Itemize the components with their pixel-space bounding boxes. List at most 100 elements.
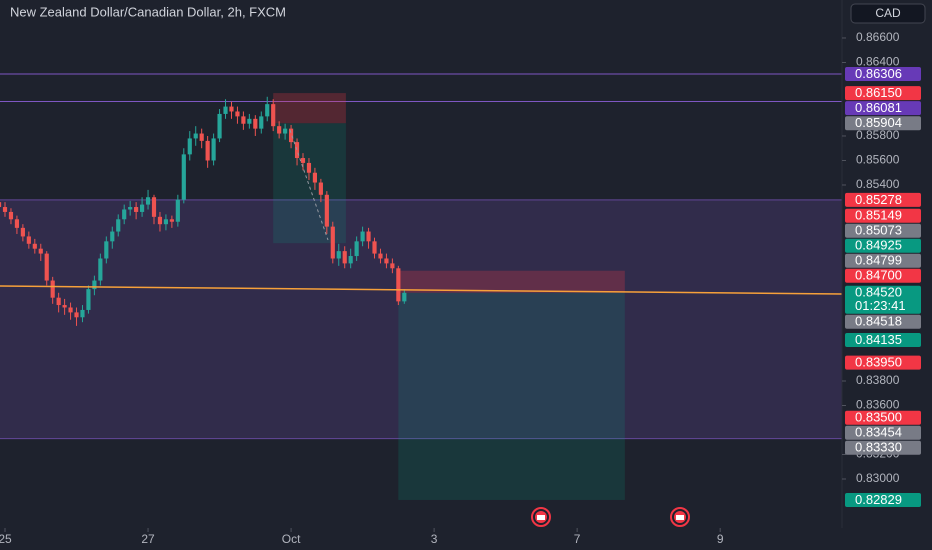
price-badge-label: 0.83500 xyxy=(855,410,902,425)
currency-label[interactable]: CAD xyxy=(875,6,901,20)
x-tick-label: 7 xyxy=(574,532,581,546)
candle-body xyxy=(402,292,407,302)
candle-body xyxy=(50,280,55,298)
price-badge xyxy=(845,425,921,440)
price-badge-label: 0.85278 xyxy=(855,192,902,207)
candle-body xyxy=(372,241,377,254)
x-tick-label: 3 xyxy=(431,532,438,546)
candle-body xyxy=(259,116,264,129)
price-badge xyxy=(845,101,921,116)
candle-body xyxy=(396,268,401,302)
price-badge xyxy=(845,86,921,101)
candle-body xyxy=(229,106,234,112)
price-badge xyxy=(845,223,921,238)
y-tick-label: 0.83600 xyxy=(856,398,900,412)
price-badge-label: 0.82829 xyxy=(855,492,902,507)
candle-body xyxy=(74,312,79,318)
candle-body xyxy=(134,207,139,212)
price-badge-label: 0.86150 xyxy=(855,85,902,100)
candle-body xyxy=(253,118,258,129)
candle-body xyxy=(68,307,73,313)
event-icon[interactable] xyxy=(670,507,690,527)
y-tick-label: 0.85800 xyxy=(856,128,900,142)
candle-body xyxy=(20,227,25,237)
candle-body xyxy=(277,126,282,134)
candle-body xyxy=(2,207,8,212)
candle-body xyxy=(193,133,198,139)
candle-body xyxy=(98,258,103,281)
candle-body xyxy=(62,305,67,308)
candle-body xyxy=(288,128,294,143)
price-badge-label: 0.84518 xyxy=(855,314,902,329)
x-tick-label: 9 xyxy=(717,532,724,546)
candle-body xyxy=(8,211,14,220)
candle-body xyxy=(265,104,270,117)
candle-body xyxy=(56,297,61,306)
candle-body xyxy=(384,258,389,264)
candle-body xyxy=(306,162,312,173)
price-badge-label: 0.84925 xyxy=(855,238,902,253)
price-badge-label: 0.85904 xyxy=(855,115,902,130)
price-badge-label: 0.84700 xyxy=(855,268,902,283)
position-path xyxy=(289,129,329,241)
price-badge-label: 0.86081 xyxy=(855,100,902,115)
candle-body xyxy=(366,231,371,242)
candle-body xyxy=(14,219,20,228)
candle-body xyxy=(300,158,306,163)
candle-body xyxy=(139,204,145,212)
price-badge xyxy=(845,410,921,425)
candle-body xyxy=(86,289,91,310)
y-tick-label: 0.83800 xyxy=(856,373,900,387)
x-tick-label: Oct xyxy=(282,532,301,546)
price-badge xyxy=(845,492,921,507)
price-axis: 0.86600 0.86400 0.85800 0.85600 0.85400 0.838… xyxy=(842,30,921,507)
y-tick-label: 0.85400 xyxy=(856,177,900,191)
candle-body xyxy=(122,209,127,220)
event-icon[interactable] xyxy=(531,507,551,527)
candle-body xyxy=(199,133,204,141)
price-badge-label: 0.85149 xyxy=(855,208,902,223)
price-badge-label: 0.86306 xyxy=(855,66,902,81)
chart-title: New Zealand Dollar/Canadian Dollar, 2h, … xyxy=(10,4,286,19)
currency-button[interactable] xyxy=(850,3,926,24)
candle-body xyxy=(271,104,276,127)
candle-body xyxy=(128,207,133,210)
candle-body xyxy=(294,142,300,159)
candle-body xyxy=(0,202,2,208)
price-badge xyxy=(845,116,921,131)
candle-body xyxy=(80,309,85,318)
target-zone xyxy=(273,123,346,244)
candle-body xyxy=(110,231,115,242)
price-badge xyxy=(845,66,921,81)
candle-body xyxy=(241,116,246,124)
drawings xyxy=(0,73,842,500)
price-badge-label: 0.84520 xyxy=(855,285,902,300)
x-tick-label: 27 xyxy=(141,532,155,546)
candle-body xyxy=(324,194,329,227)
candle-body xyxy=(360,231,365,242)
candles xyxy=(0,96,407,326)
trend-line xyxy=(0,285,843,295)
candle-body xyxy=(318,182,323,195)
candle-body xyxy=(38,248,43,254)
candle-body xyxy=(217,113,222,139)
candle-body xyxy=(348,256,353,264)
y-tick-label: 0.86600 xyxy=(856,30,900,44)
candle-body xyxy=(169,219,174,222)
price-badge xyxy=(845,440,921,455)
candle-body xyxy=(26,236,31,244)
candle-body xyxy=(163,219,169,225)
x-tick-label: 25 xyxy=(0,532,12,546)
candle-body xyxy=(175,199,180,222)
candle-body xyxy=(390,263,395,269)
y-tick-label: 0.86400 xyxy=(856,55,900,69)
candle-body xyxy=(151,197,157,217)
candle-body xyxy=(235,111,240,117)
price-badge-label: 0.83454 xyxy=(855,425,902,440)
candle-body xyxy=(354,241,359,257)
price-badge-label: 0.84135 xyxy=(855,332,902,347)
candle-body xyxy=(378,253,383,259)
price-badge-label: 0.84799 xyxy=(855,253,902,268)
price-badge-label: 0.83950 xyxy=(855,355,902,370)
